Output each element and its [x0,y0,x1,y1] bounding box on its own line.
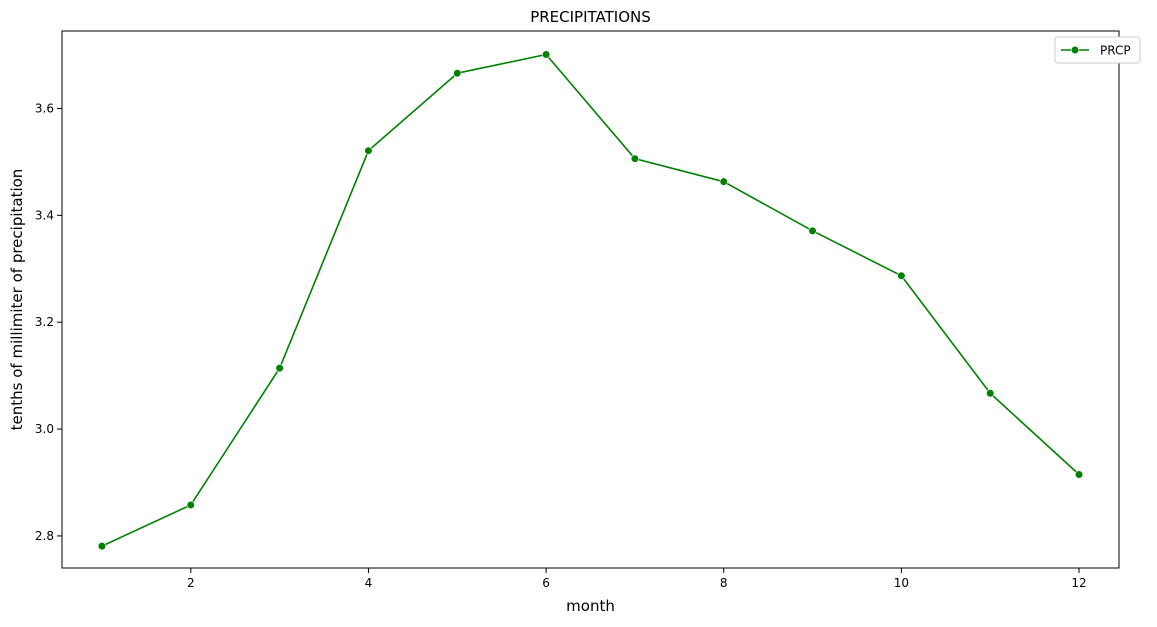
data-point [986,389,995,398]
data-point [453,69,462,78]
data-point [1074,470,1084,479]
data-point [897,271,906,280]
x-tick-label: 4 [365,576,373,590]
data-point [808,226,817,235]
x-tick-label: 8 [720,576,728,590]
data-point [97,541,107,551]
data-point [630,154,640,163]
y-axis-ticks: 2.8 3.0 3.2 3.4 3.6 [35,101,62,543]
y-tick-label: 3.6 [35,101,54,115]
data-point [364,146,373,155]
x-tick-label: 10 [894,576,909,590]
x-tick-label: 6 [542,576,550,590]
x-axis-label: month [566,597,615,615]
y-axis-label: tenths of millimiter of precipitation [8,169,26,431]
x-axis-ticks: 2 4 6 8 10 12 [187,568,1087,590]
legend: PRCP [1054,36,1141,64]
data-point [719,177,728,186]
x-tick-label: 2 [187,576,195,590]
chart-title: PRECIPITATIONS [530,8,651,26]
data-point [186,500,195,510]
x-tick-label: 12 [1071,576,1086,590]
legend-entry-prcp: PRCP [1100,44,1131,58]
y-tick-label: 3.2 [35,315,54,329]
series-layer [97,50,1084,551]
y-tick-label: 3.0 [35,422,54,436]
data-point [275,364,284,373]
data-point [541,50,551,59]
plot-area-frame [61,30,1120,569]
y-tick-label: 3.4 [35,208,54,222]
legend-marker-swatch [1070,45,1080,55]
y-tick-label: 2.8 [35,529,54,543]
legend-box [1054,36,1141,64]
series-line-prcp [101,53,1080,547]
